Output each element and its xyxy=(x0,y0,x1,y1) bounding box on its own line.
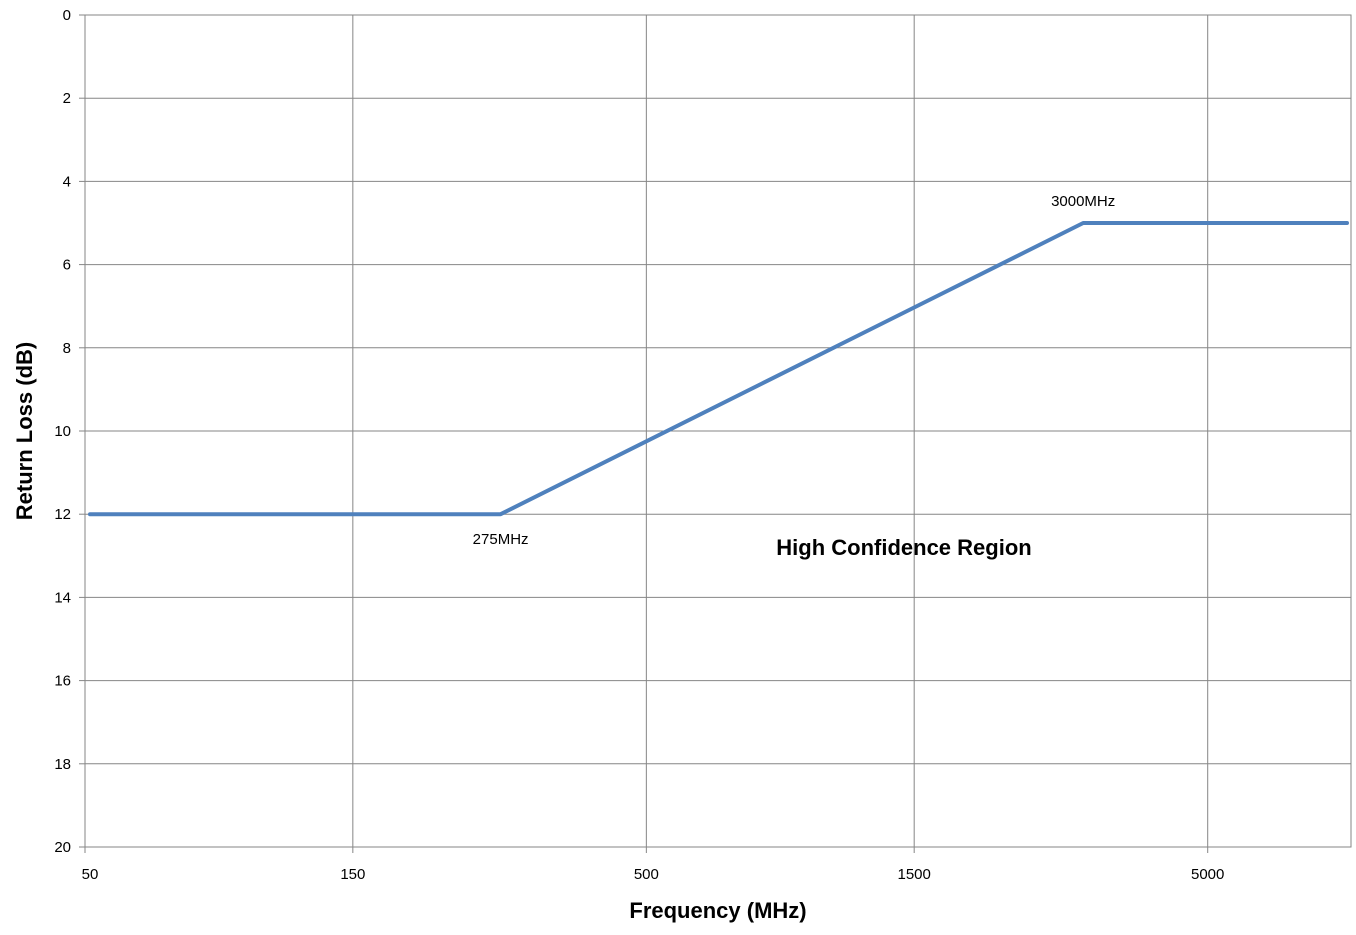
y-tick-label: 2 xyxy=(63,90,71,107)
y-tick-label: 12 xyxy=(54,506,71,523)
y-tick-label: 6 xyxy=(63,257,71,274)
x-tick-label: 50 xyxy=(82,866,99,883)
y-tick-label: 16 xyxy=(54,673,71,690)
annotation-label: 275MHz xyxy=(473,531,529,548)
x-axis-title: Frequency (MHz) xyxy=(629,898,806,923)
y-tick-label: 14 xyxy=(54,589,71,606)
y-tick-label: 10 xyxy=(54,423,71,440)
y-tick-label: 18 xyxy=(54,756,71,773)
y-tick-label: 20 xyxy=(54,839,71,856)
y-tick-label: 4 xyxy=(63,173,71,190)
x-tick-label: 1500 xyxy=(897,866,930,883)
y-axis-ticks: 0 2 4 6 8 10 12 14 16 18 20 xyxy=(54,7,85,856)
x-tick-label: 5000 xyxy=(1191,866,1224,883)
x-tick-label: 500 xyxy=(634,866,659,883)
annotation-label: 3000MHz xyxy=(1051,193,1115,210)
region-label: High Confidence Region xyxy=(776,535,1031,560)
x-axis-ticks: 50 150 500 1500 5000 xyxy=(82,847,1225,883)
x-tick-label: 150 xyxy=(340,866,365,883)
y-axis-title: Return Loss (dB) xyxy=(12,342,37,520)
y-tick-label: 8 xyxy=(63,340,71,357)
y-tick-label: 0 xyxy=(63,7,71,24)
